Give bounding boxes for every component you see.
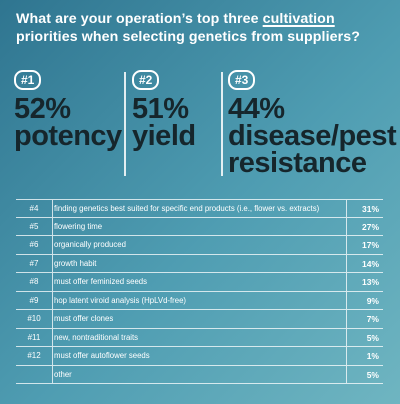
priority-3-rank-badge: #3 <box>228 70 256 90</box>
table-row: #7 growth habit 14% <box>16 254 383 273</box>
row-divider <box>346 310 347 328</box>
row-value: 17% <box>361 240 379 250</box>
row-rank: #11 <box>27 332 41 342</box>
priority-2: #2 51% yield <box>132 70 218 180</box>
priority-3-label-line-1: disease/pest <box>228 120 397 152</box>
priority-1-value: 52% <box>14 93 71 125</box>
row-value: 1% <box>366 351 379 361</box>
table-row: #9 hop latent viroid analysis (HpLVd-free… <box>16 291 383 310</box>
table-row: #4 finding genetics best suited for speci… <box>16 199 383 218</box>
table-row: #12 must offer autoflower seeds 1% <box>16 347 383 366</box>
row-divider <box>52 328 53 346</box>
priority-3: #3 44% disease/pest resistance <box>228 70 397 180</box>
row-rank: #12 <box>27 351 41 360</box>
row-label: must offer autoflower seeds <box>54 351 150 360</box>
row-divider <box>52 236 53 254</box>
question-text-start: What are your operation’s top three <box>16 11 263 27</box>
divider <box>124 72 126 176</box>
row-rank: #4 <box>29 204 39 213</box>
row-label: new, nontraditional traits <box>54 332 139 342</box>
row-label: hop latent viroid analysis (HpLVd-free) <box>54 295 187 305</box>
row-value: 9% <box>366 295 379 306</box>
row-value: 27% <box>361 221 379 232</box>
row-value: 14% <box>361 258 379 269</box>
row-value: 5% <box>366 332 379 343</box>
table-row: #11 new, nontraditional traits 5% <box>16 328 383 347</box>
ranking-table: #4 finding genetics best suited for speci… <box>16 199 383 384</box>
row-value: 31% <box>361 204 379 214</box>
top-three-priorities: #1 52% potency #2 51% yield #3 44% disea… <box>0 70 400 180</box>
divider <box>221 72 223 176</box>
table-row: #8 must offer feminized seeds 13% <box>16 273 383 292</box>
row-label: growth habit <box>54 258 97 268</box>
row-divider <box>346 347 347 365</box>
row-divider <box>52 310 53 328</box>
row-label: must offer clones <box>54 314 114 323</box>
row-rank: #7 <box>29 258 39 268</box>
row-divider <box>346 273 347 291</box>
row-label: must offer feminized seeds <box>54 277 148 286</box>
question-text-end: priorities when selecting genetics from … <box>16 29 361 45</box>
row-rank: #9 <box>29 295 39 305</box>
row-divider <box>346 291 347 309</box>
priority-3-value: 44% <box>228 93 285 125</box>
row-divider <box>346 236 347 254</box>
priority-2-label: yield <box>132 120 196 152</box>
table-row: other 5% <box>16 365 383 384</box>
row-divider <box>52 254 53 272</box>
row-divider <box>52 291 53 309</box>
row-rank: #10 <box>27 314 41 323</box>
row-label: finding genetics best suited for specifi… <box>54 204 320 213</box>
row-rank: #8 <box>29 277 39 286</box>
row-value: 5% <box>366 369 379 380</box>
row-divider <box>346 328 347 346</box>
row-label: other <box>54 369 72 379</box>
row-divider <box>346 254 347 272</box>
table-row: #5 flowering time 27% <box>16 217 383 236</box>
row-label: organically produced <box>54 240 126 249</box>
priority-1: #1 52% potency <box>14 70 122 180</box>
row-divider <box>346 365 347 383</box>
row-divider <box>346 200 347 217</box>
row-label: flowering time <box>54 221 103 231</box>
row-divider <box>346 217 347 235</box>
priority-1-rank-badge: #1 <box>14 70 42 90</box>
priority-1-label: potency <box>14 120 122 152</box>
row-value: 13% <box>361 277 379 287</box>
row-rank: #5 <box>29 221 39 231</box>
priority-2-rank-badge: #2 <box>132 70 160 90</box>
row-value: 7% <box>366 314 379 324</box>
row-divider <box>52 217 53 235</box>
table-row: #6 organically produced 17% <box>16 236 383 255</box>
row-rank: #6 <box>29 240 39 249</box>
question-title: What are your operation’s top three cult… <box>16 10 388 46</box>
question-emphasis: cultivation <box>262 11 335 27</box>
priority-2-value: 51% <box>132 93 189 125</box>
priority-3-label-line-2: resistance <box>228 147 367 179</box>
row-divider <box>52 365 53 383</box>
row-divider <box>52 347 53 365</box>
table-row: #10 must offer clones 7% <box>16 310 383 329</box>
row-divider <box>52 200 53 217</box>
row-divider <box>52 273 53 291</box>
